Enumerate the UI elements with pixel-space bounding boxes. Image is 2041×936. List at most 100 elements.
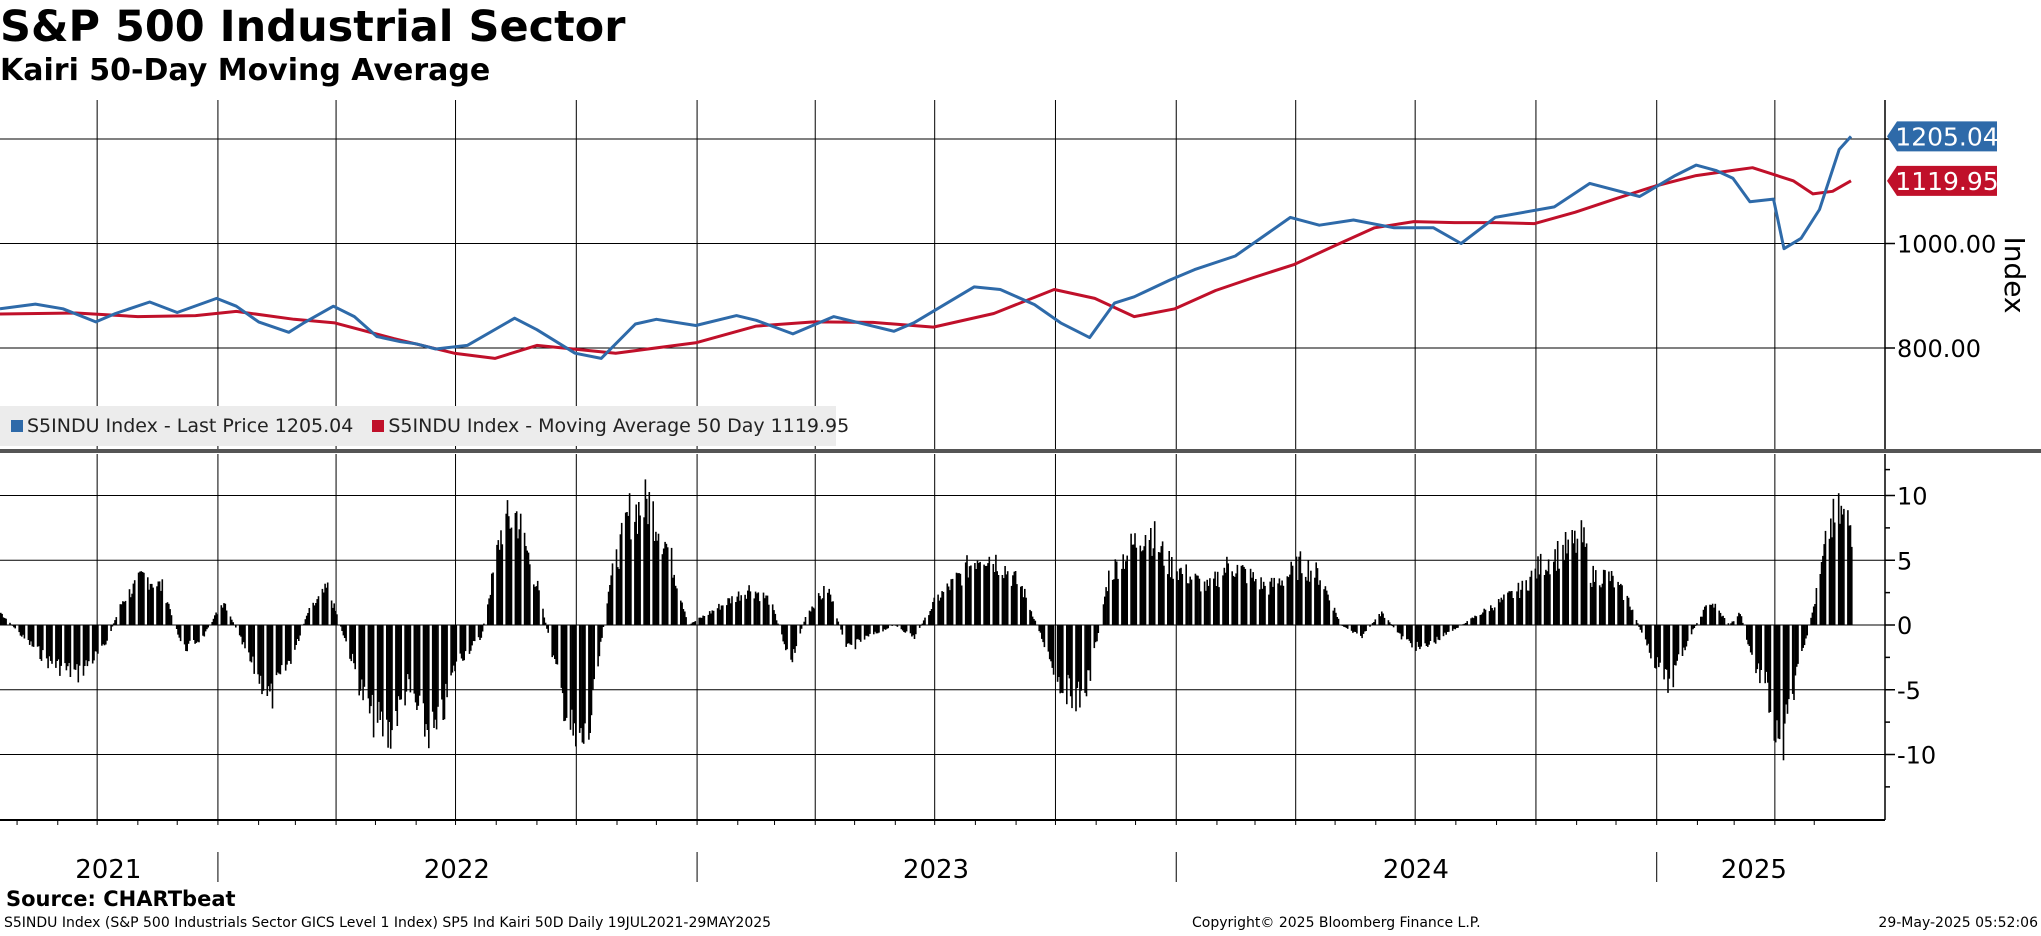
kairi-bar bbox=[442, 625, 444, 720]
kairi-bar bbox=[498, 549, 501, 625]
kairi-bar bbox=[223, 603, 225, 625]
kairi-bar bbox=[515, 511, 518, 625]
kairi-bar bbox=[1268, 594, 1270, 625]
kairi-bar bbox=[1012, 575, 1014, 625]
kairi-bar bbox=[49, 625, 52, 661]
kairi-bar bbox=[471, 625, 473, 646]
kairi-bar bbox=[542, 608, 544, 625]
kairi-bar bbox=[1106, 591, 1109, 625]
kairi-bar bbox=[1084, 625, 1086, 693]
kairi-bar bbox=[1612, 575, 1614, 625]
kairi-bar bbox=[316, 599, 318, 625]
kairi-bar bbox=[1747, 625, 1749, 645]
kairi-bar bbox=[187, 625, 190, 644]
kairi-bar bbox=[361, 625, 363, 680]
kairi-bar bbox=[1258, 589, 1261, 625]
kairi-bar bbox=[94, 625, 97, 652]
kairi-bar bbox=[1269, 581, 1271, 625]
kairi-bar bbox=[1425, 625, 1428, 646]
kairi-bar bbox=[1455, 625, 1458, 628]
kairi-bar bbox=[645, 498, 648, 625]
kairi-bar bbox=[1497, 599, 1500, 625]
kairi-bar bbox=[196, 625, 199, 642]
kairi-bar bbox=[1245, 583, 1248, 625]
kairi-bar bbox=[1079, 625, 1081, 708]
kairi-bar bbox=[829, 594, 832, 625]
kairi-bar bbox=[28, 625, 31, 645]
kairi-bar bbox=[1209, 578, 1211, 625]
kairi-bar bbox=[1545, 569, 1547, 625]
kairi-bar bbox=[1572, 543, 1575, 625]
kairi-bar bbox=[1509, 591, 1512, 625]
kairi-bar bbox=[1840, 505, 1843, 625]
kairi-bar bbox=[1782, 625, 1785, 761]
kairi-bar bbox=[1436, 625, 1438, 637]
kairi-bar bbox=[487, 604, 489, 625]
kairi-bar bbox=[563, 625, 565, 722]
kairi-bar bbox=[1672, 625, 1675, 688]
kairi-bar bbox=[1581, 542, 1584, 625]
value-tag-text: 1205.04 bbox=[1895, 122, 1998, 151]
kairi-bar bbox=[1097, 625, 1100, 633]
kairi-bar bbox=[840, 625, 842, 630]
kairi-bar bbox=[130, 597, 132, 625]
kairi-bar bbox=[303, 623, 305, 625]
kairi-bar bbox=[993, 572, 996, 625]
kairi-bar bbox=[1646, 625, 1648, 646]
kairi-bar bbox=[454, 625, 456, 672]
kairi-bar bbox=[506, 500, 509, 625]
kairi-bar bbox=[425, 625, 427, 725]
kairi-bar bbox=[1764, 625, 1766, 684]
kairi-bar bbox=[1310, 570, 1312, 625]
kairi-bar bbox=[299, 625, 301, 636]
kairi-bar bbox=[1318, 584, 1320, 625]
kairi-bar bbox=[455, 625, 458, 662]
kairi-bar bbox=[321, 588, 324, 625]
kairi-bar bbox=[103, 625, 106, 646]
kairi-bar bbox=[607, 591, 610, 625]
kairi-bar bbox=[974, 563, 976, 625]
kairi-bar bbox=[937, 594, 939, 625]
kairi-bar bbox=[460, 625, 463, 659]
series-line-last-price bbox=[0, 135, 1853, 360]
kairi-bar bbox=[1076, 625, 1079, 688]
x-axis-label-2024: 2024 bbox=[1383, 855, 1449, 885]
kairi-bar bbox=[887, 625, 889, 629]
kairi-bar bbox=[1024, 588, 1026, 625]
kairi-bar bbox=[1442, 625, 1445, 637]
kairi-bar bbox=[555, 625, 557, 664]
timestamp: 29-May-2025 05:52:06 bbox=[1878, 915, 2038, 931]
x-axis-label-2022: 2022 bbox=[424, 855, 490, 885]
kairi-bar bbox=[1025, 597, 1027, 625]
kairi-bar bbox=[1686, 625, 1689, 641]
kairi-bar bbox=[920, 625, 922, 626]
kairi-bar bbox=[1538, 574, 1541, 625]
kairi-bar bbox=[1554, 549, 1556, 625]
kairi-bar bbox=[1705, 605, 1707, 625]
kairi-bar bbox=[1126, 555, 1128, 625]
kairi-bar bbox=[681, 602, 683, 625]
kairi-bar bbox=[359, 625, 362, 691]
kairi-bar bbox=[593, 625, 595, 680]
kairi-bar bbox=[619, 534, 622, 625]
kairi-bar bbox=[313, 605, 316, 625]
kairi-bar bbox=[404, 625, 406, 706]
kairi-bar bbox=[288, 625, 291, 661]
kairi-bar bbox=[1546, 571, 1548, 625]
kairi-bar bbox=[1503, 594, 1505, 625]
kairi-bar bbox=[915, 625, 917, 635]
kairi-bar bbox=[472, 625, 475, 641]
kairi-bar bbox=[1658, 625, 1660, 668]
kairi-bar bbox=[1736, 616, 1739, 625]
kairi-bar bbox=[1463, 623, 1466, 625]
kairi-bar bbox=[1802, 625, 1804, 648]
kairi-bar bbox=[416, 625, 418, 710]
kairi-bar bbox=[648, 492, 651, 625]
kairi-bar bbox=[123, 601, 125, 625]
kairi-bar bbox=[84, 625, 86, 666]
kairi-bar bbox=[1833, 522, 1836, 625]
kairi-bar bbox=[1337, 618, 1340, 625]
kairi-bar bbox=[1123, 568, 1126, 625]
kairi-bar bbox=[59, 625, 61, 676]
kairi-bar bbox=[317, 596, 320, 625]
